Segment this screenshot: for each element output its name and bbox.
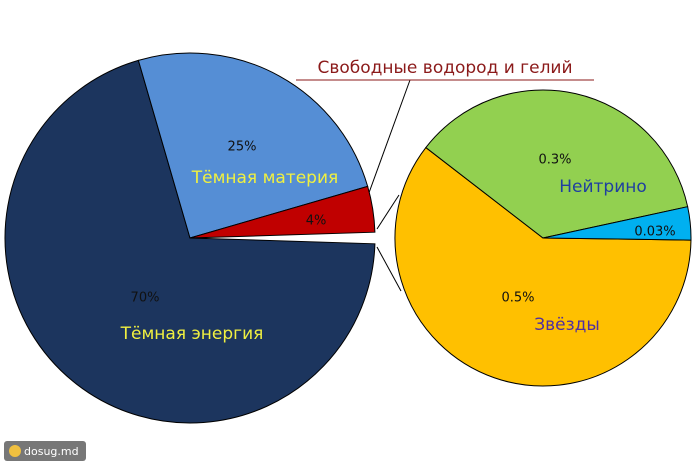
callout-line <box>361 79 411 213</box>
pie-slice <box>542 206 692 241</box>
connector-line <box>376 246 402 292</box>
pie-slice <box>4 59 376 424</box>
slice-name: Тёмная энергия <box>120 324 264 344</box>
watermark-box <box>4 441 86 461</box>
slice-name: Свободные водород и гелий <box>317 58 572 78</box>
data-label: 0.03% <box>634 225 675 240</box>
data-label: 4% <box>306 214 327 229</box>
watermark: dosug.md <box>24 445 79 458</box>
watermark-icon <box>9 445 21 457</box>
pie-slice <box>425 89 689 239</box>
pie-slice <box>137 52 369 239</box>
pie-slice <box>394 146 692 387</box>
data-label: 70% <box>131 291 160 306</box>
data-label: 25% <box>228 140 257 155</box>
slice-name: Тёмная материя <box>191 168 339 188</box>
pie-slice <box>189 185 376 239</box>
slice-name: Звёзды <box>534 315 600 335</box>
connector-line <box>376 194 400 230</box>
data-label: 0.5% <box>501 291 534 306</box>
data-label: 0.3% <box>538 153 571 168</box>
slice-name: Нейтрино <box>559 177 647 197</box>
connector-lines <box>296 79 594 292</box>
